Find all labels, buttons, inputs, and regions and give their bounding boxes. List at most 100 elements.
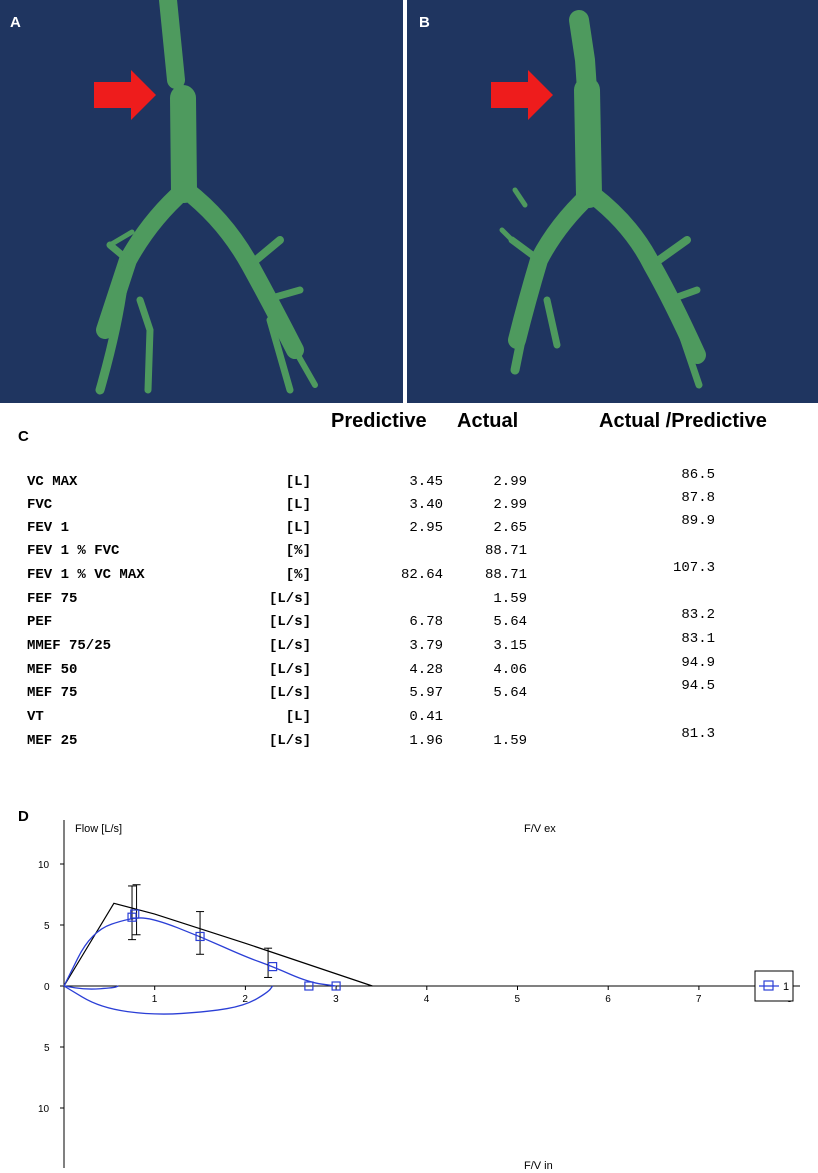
panel-label-d: D	[18, 808, 29, 825]
ct-image-a: A	[0, 0, 403, 403]
table-row: MEF 25 [L/s] 1.96 1.59 81.3	[0, 726, 818, 755]
airway-render-a	[94, 0, 318, 395]
param-name: FEV 1 % FVC	[27, 543, 120, 559]
param-ratio: 89.9	[681, 513, 715, 529]
param-name: FEF 75	[27, 591, 78, 607]
param-predictive: 3.40	[409, 497, 443, 513]
y-axis-label: Flow [L/s]	[75, 823, 122, 835]
x-tick-label: 4	[424, 994, 430, 1005]
x-tick-label: 7	[696, 994, 702, 1005]
param-predictive: 4.28	[409, 662, 443, 678]
param-unit: [%]	[285, 543, 311, 559]
tick-group: 123456781050510	[38, 860, 793, 1115]
panel-label-a: A	[10, 14, 21, 31]
param-unit: [L/s]	[268, 733, 311, 749]
param-actual: 5.64	[493, 685, 527, 701]
param-actual: 2.99	[493, 474, 527, 490]
panel-label-c: C	[18, 428, 29, 445]
data-marker	[331, 981, 341, 991]
header-actual: Actual	[457, 410, 519, 432]
bottom-label: F/V in	[524, 1160, 553, 1172]
tidal-loop-line	[63, 985, 119, 990]
param-name: FVC	[27, 497, 53, 513]
param-predictive: 3.45	[409, 474, 443, 490]
table-row: FEV 1 [L] 2.95 2.65 89.9	[0, 513, 818, 542]
header-ratio: Actual /Predictive	[599, 410, 767, 432]
param-ratio: 83.1	[681, 631, 715, 647]
x-tick-label: 2	[242, 994, 248, 1005]
data-marker	[304, 981, 314, 991]
inspiration-line	[63, 985, 274, 1015]
param-actual: 2.99	[493, 497, 527, 513]
param-actual: 1.59	[493, 733, 527, 749]
table-row: MEF 75 [L/s] 5.97 5.64 94.5	[0, 678, 818, 707]
legend-marker	[763, 980, 774, 991]
param-ratio: 94.9	[681, 655, 715, 671]
table-row: MMEF 75/25 [L/s] 3.79 3.15 83.1	[0, 631, 818, 660]
param-name: PEF	[27, 614, 53, 630]
param-predictive: 1.96	[409, 733, 443, 749]
param-unit: [L]	[285, 709, 311, 725]
predicted-line	[63, 902, 373, 987]
x-tick-label: 1	[152, 994, 158, 1005]
param-unit: [L]	[285, 497, 311, 513]
param-unit: [L/s]	[268, 614, 311, 630]
x-tick-label: 3	[333, 994, 339, 1005]
table-row: VC MAX [L] 3.45 2.99 86.5	[0, 467, 818, 496]
header-predictive: Predictive	[331, 410, 427, 432]
param-predictive: 5.97	[409, 685, 443, 701]
table-row: VT [L] 0.41	[0, 709, 818, 731]
param-unit: [L]	[285, 474, 311, 490]
param-actual: 4.06	[493, 662, 527, 678]
param-unit: [L/s]	[268, 662, 311, 678]
data-marker	[268, 962, 278, 972]
param-predictive: 0.41	[409, 709, 443, 725]
param-actual: 3.15	[493, 638, 527, 654]
param-ratio: 107.3	[672, 560, 715, 576]
param-unit: [L]	[285, 520, 311, 536]
param-ratio: 83.2	[681, 607, 715, 623]
y-tick-label: 10	[38, 1104, 50, 1115]
table-row: FEV 1 % VC MAX [%] 82.64 88.71 107.3	[0, 560, 818, 589]
arrow-icon	[491, 70, 553, 120]
param-actual: 5.64	[493, 614, 527, 630]
param-ratio: 86.5	[681, 467, 715, 483]
param-predictive: 82.64	[400, 567, 443, 583]
plot-group	[63, 884, 373, 1015]
param-actual: 88.71	[484, 567, 527, 583]
table-row: MEF 50 [L/s] 4.28 4.06 94.9	[0, 655, 818, 684]
param-name: FEV 1 % VC MAX	[27, 567, 145, 583]
param-unit: [%]	[285, 567, 311, 583]
param-ratio: 81.3	[681, 726, 715, 742]
top-label: F/V ex	[524, 823, 556, 835]
expiration-line	[63, 917, 337, 987]
param-actual: 1.59	[493, 591, 527, 607]
panel-label-b: B	[419, 14, 430, 31]
x-tick-label: 6	[605, 994, 611, 1005]
legend-label: 1	[783, 981, 789, 993]
param-name: MEF 75	[27, 685, 78, 701]
x-tick-label: 5	[515, 994, 521, 1005]
ct-image-b: B	[407, 0, 818, 403]
data-marker	[130, 909, 140, 919]
arrow-icon	[94, 70, 156, 120]
data-marker	[127, 912, 137, 922]
legend: 1	[754, 970, 794, 1002]
param-name: FEV 1	[27, 520, 70, 536]
param-predictive: 3.79	[409, 638, 443, 654]
param-actual: 88.71	[484, 543, 527, 559]
param-actual: 2.65	[493, 520, 527, 536]
airway-render-b	[491, 10, 706, 389]
param-ratio: 87.8	[681, 490, 715, 506]
y-tick-label: 5	[44, 1043, 50, 1054]
param-unit: [L/s]	[268, 591, 311, 607]
param-name: MEF 50	[27, 662, 78, 678]
param-unit: [L/s]	[268, 685, 311, 701]
param-unit: [L/s]	[268, 638, 311, 654]
param-name: MEF 25	[27, 733, 78, 749]
table-row: FEF 75 [L/s] 1.59	[0, 591, 818, 613]
param-name: VT	[27, 709, 44, 725]
y-tick-label: 10	[38, 860, 50, 871]
param-predictive: 2.95	[409, 520, 443, 536]
param-name: MMEF 75/25	[27, 638, 112, 654]
